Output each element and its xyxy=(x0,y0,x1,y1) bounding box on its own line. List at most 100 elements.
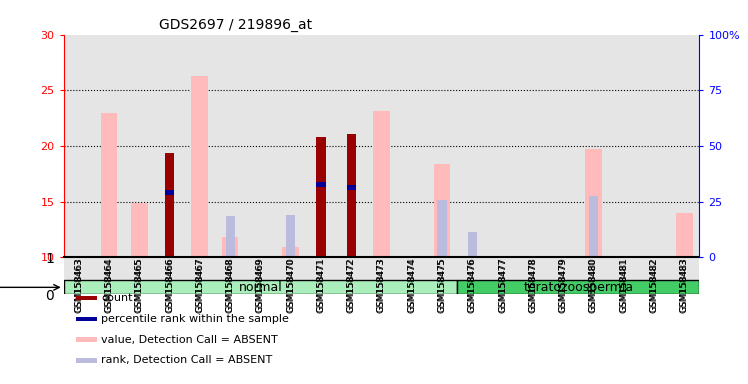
Bar xyxy=(336,35,367,257)
Bar xyxy=(64,280,457,295)
Text: normal: normal xyxy=(239,281,282,294)
Text: GSM158470: GSM158470 xyxy=(286,258,295,313)
Text: GSM158472: GSM158472 xyxy=(347,257,356,312)
Bar xyxy=(316,137,325,257)
Bar xyxy=(457,35,488,257)
Bar xyxy=(669,257,699,295)
Text: GSM158466: GSM158466 xyxy=(165,258,174,313)
Bar xyxy=(488,257,518,295)
Bar xyxy=(245,257,275,295)
Bar xyxy=(76,296,97,300)
Bar xyxy=(124,35,154,257)
Bar xyxy=(64,35,94,257)
Text: GSM158469: GSM158469 xyxy=(256,258,265,313)
Bar xyxy=(94,257,124,295)
Bar xyxy=(639,35,669,257)
Text: value, Detection Call = ABSENT: value, Detection Call = ABSENT xyxy=(101,335,278,345)
Bar xyxy=(396,35,427,257)
Bar xyxy=(373,111,390,257)
Bar xyxy=(275,257,306,295)
Bar xyxy=(585,149,601,257)
Bar xyxy=(185,35,215,257)
Text: GSM158472: GSM158472 xyxy=(347,258,356,313)
Bar xyxy=(154,35,185,257)
Text: GSM158469: GSM158469 xyxy=(256,257,265,312)
Bar xyxy=(457,257,488,295)
Text: GSM158464: GSM158464 xyxy=(105,257,114,312)
Bar xyxy=(346,185,356,190)
Text: GSM158467: GSM158467 xyxy=(195,257,204,312)
Text: GSM158465: GSM158465 xyxy=(135,257,144,312)
Bar xyxy=(548,257,578,295)
Text: GSM158479: GSM158479 xyxy=(559,257,568,312)
Text: GSM158478: GSM158478 xyxy=(528,258,537,313)
Bar xyxy=(306,35,336,257)
Bar xyxy=(403,256,420,257)
Text: GSM158471: GSM158471 xyxy=(316,258,325,313)
Bar xyxy=(185,257,215,295)
Text: GSM158482: GSM158482 xyxy=(649,257,658,312)
Bar xyxy=(64,257,94,295)
Bar xyxy=(226,216,235,257)
Bar xyxy=(427,35,457,257)
Text: GSM158483: GSM158483 xyxy=(680,257,689,312)
Text: GSM158464: GSM158464 xyxy=(105,258,114,313)
Bar xyxy=(346,192,356,257)
Bar xyxy=(316,182,325,187)
Text: GDS2697 / 219896_at: GDS2697 / 219896_at xyxy=(159,18,312,32)
Text: GSM158468: GSM158468 xyxy=(226,258,235,313)
Text: GSM158471: GSM158471 xyxy=(316,257,325,312)
Text: GSM158463: GSM158463 xyxy=(74,257,83,312)
Text: count: count xyxy=(101,293,132,303)
Text: GSM158473: GSM158473 xyxy=(377,257,386,312)
Bar xyxy=(215,257,245,295)
Bar xyxy=(76,317,97,321)
Bar xyxy=(221,237,239,257)
Bar xyxy=(76,358,97,363)
Bar xyxy=(457,280,699,295)
Bar xyxy=(252,256,269,257)
Bar xyxy=(131,203,147,257)
Bar xyxy=(165,190,174,195)
Bar xyxy=(548,35,578,257)
Text: GSM158473: GSM158473 xyxy=(377,258,386,313)
Text: GSM158474: GSM158474 xyxy=(407,258,416,313)
Text: GSM158475: GSM158475 xyxy=(438,257,447,312)
Text: teratozoospermia: teratozoospermia xyxy=(523,281,634,294)
Text: GSM158482: GSM158482 xyxy=(649,258,658,313)
Bar xyxy=(306,257,336,295)
Bar xyxy=(76,338,97,342)
Bar xyxy=(434,164,450,257)
Text: GSM158479: GSM158479 xyxy=(559,258,568,313)
Bar xyxy=(578,35,609,257)
Bar xyxy=(589,196,598,257)
Bar xyxy=(165,152,174,257)
Bar xyxy=(215,35,245,257)
Text: GSM158474: GSM158474 xyxy=(407,257,416,312)
Text: GSM158477: GSM158477 xyxy=(498,257,507,312)
Text: GSM158483: GSM158483 xyxy=(680,258,689,313)
Text: GSM158480: GSM158480 xyxy=(589,257,598,312)
Text: GSM158475: GSM158475 xyxy=(438,258,447,313)
Bar xyxy=(346,134,356,257)
Bar xyxy=(286,215,295,257)
Bar xyxy=(518,35,548,257)
Bar xyxy=(578,257,609,295)
Text: GSM158481: GSM158481 xyxy=(619,257,628,312)
Bar xyxy=(367,35,396,257)
Bar xyxy=(74,256,83,257)
Bar xyxy=(488,35,518,257)
Text: GSM158480: GSM158480 xyxy=(589,258,598,313)
Bar xyxy=(282,247,299,257)
Bar xyxy=(427,257,457,295)
Text: GSM158470: GSM158470 xyxy=(286,257,295,312)
Bar xyxy=(468,232,477,257)
Bar xyxy=(609,257,639,295)
Text: GSM158465: GSM158465 xyxy=(135,258,144,313)
Text: GSM158481: GSM158481 xyxy=(619,258,628,313)
Bar xyxy=(275,35,306,257)
Bar xyxy=(124,257,154,295)
Text: GSM158463: GSM158463 xyxy=(74,258,83,313)
Bar xyxy=(464,256,481,257)
Bar xyxy=(191,76,208,257)
